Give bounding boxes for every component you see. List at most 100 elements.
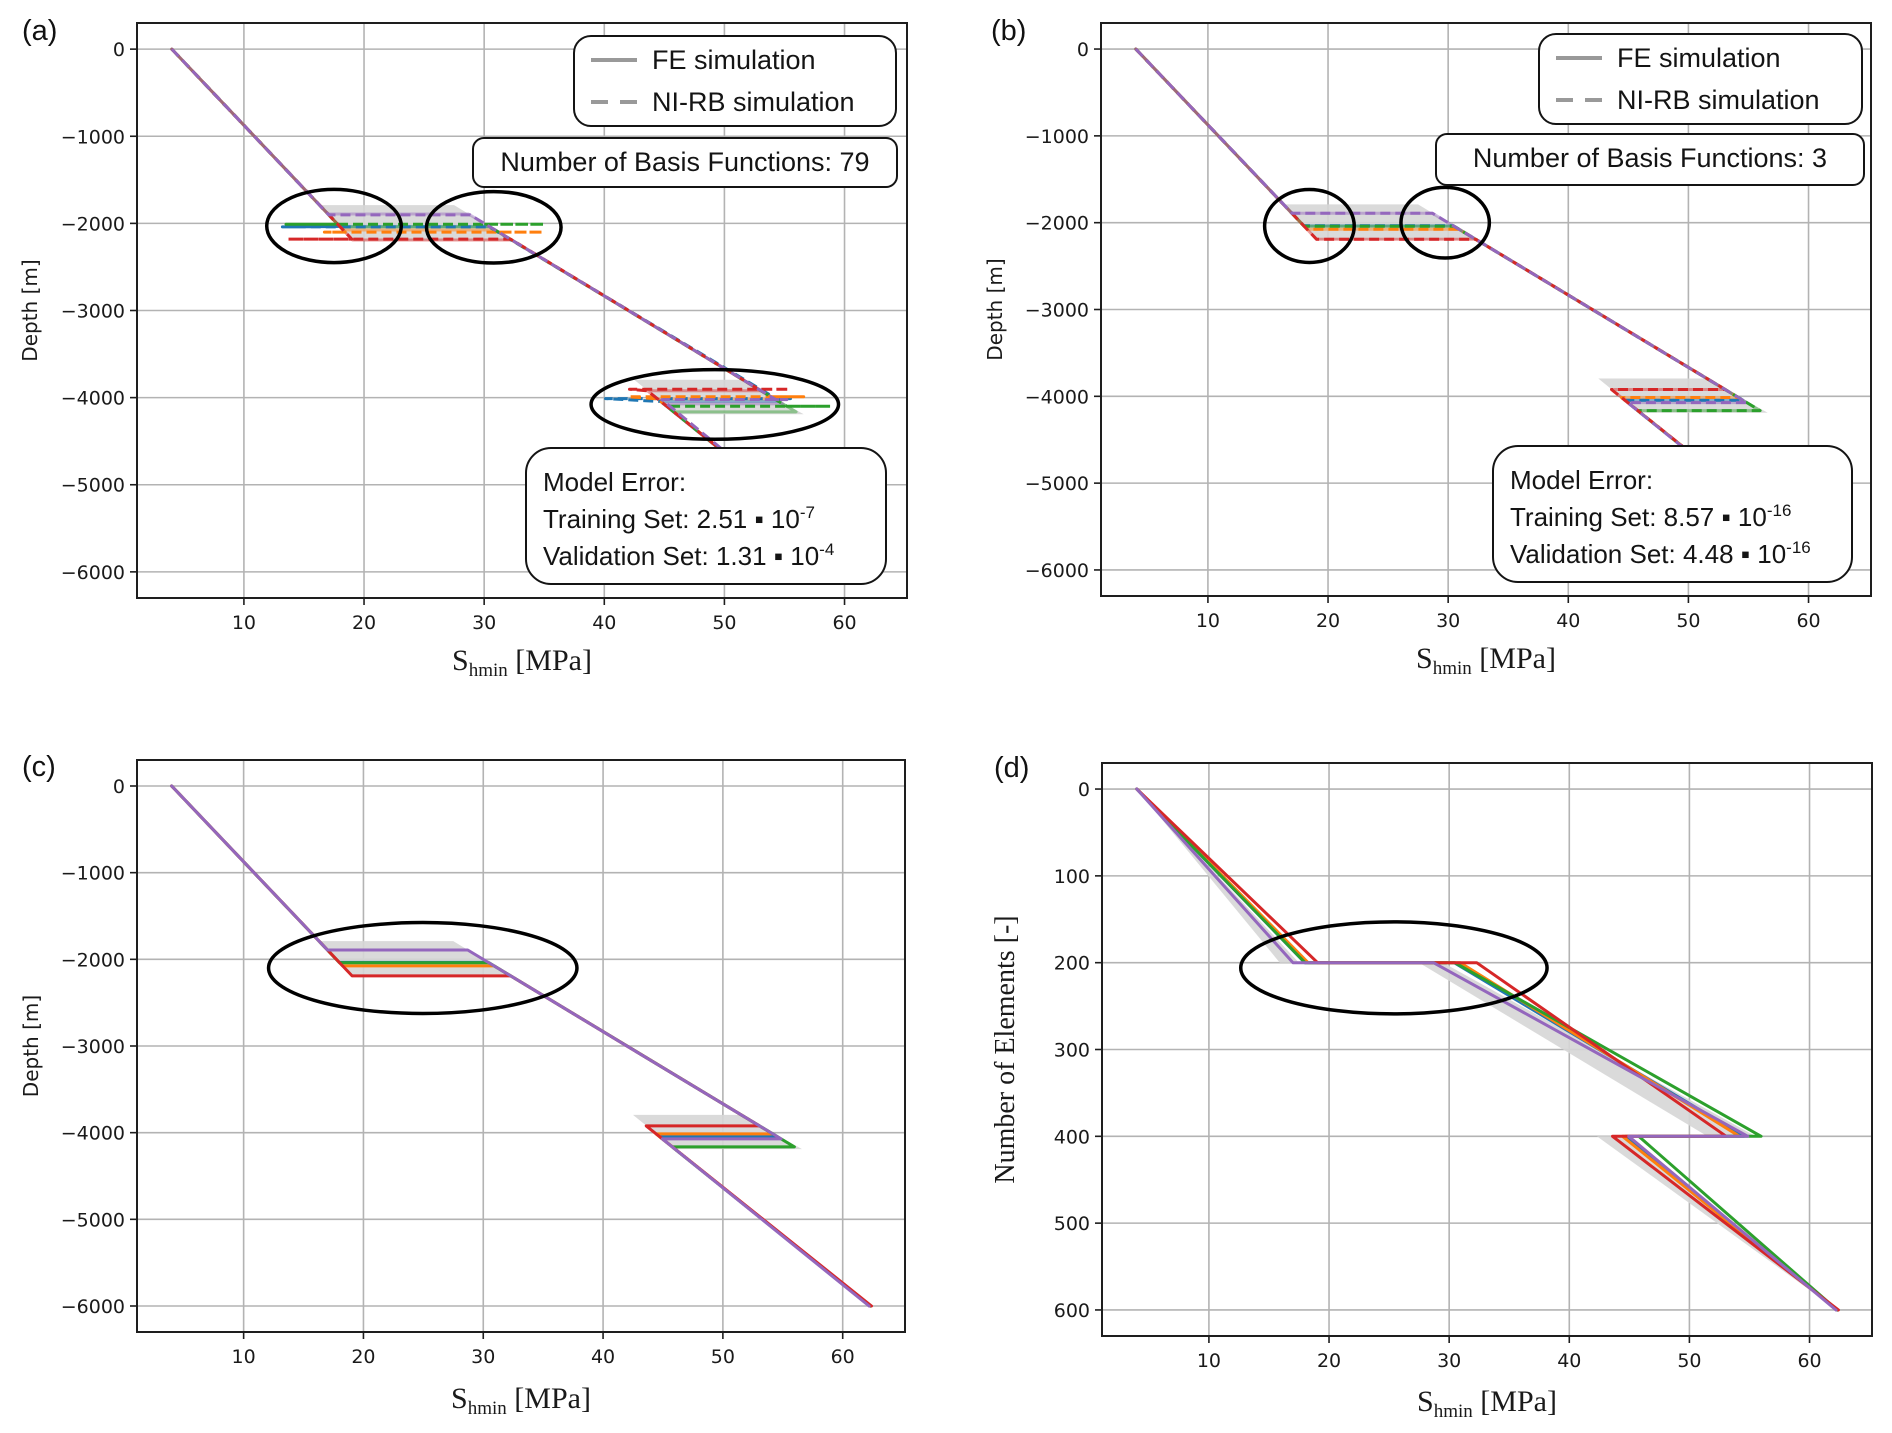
x-tick-label: 50 <box>1676 610 1700 632</box>
x-tick-label: 30 <box>1436 610 1460 632</box>
highlight-ellipse <box>1262 187 1356 265</box>
x-tick-label: 10 <box>1197 1350 1221 1372</box>
x-tick-label: 60 <box>1797 1350 1821 1372</box>
y-tick-label: −5000 <box>61 1209 125 1231</box>
model-error-box-a: Model Error: Training Set: 2.51 ▪ 10-7 V… <box>525 447 887 585</box>
basis-functions-box-b: Number of Basis Functions: 3 <box>1435 133 1865 186</box>
legend-label: FE simulation <box>652 44 816 75</box>
validation-set-error-text: Validation Set: 1.31 ▪ 10 <box>543 541 820 571</box>
shaded-range-region <box>1136 789 1299 963</box>
highlight-ellipse <box>424 189 563 265</box>
y-tick-label: −3000 <box>1025 300 1089 322</box>
shaded-range-region <box>1598 378 1768 413</box>
x-axis-label-subscript: hmin <box>1433 658 1473 679</box>
validation-set-error: Validation Set: 4.48 ▪ 10-16 <box>1510 536 1851 573</box>
x-axis-label-symbol: S <box>1417 1385 1434 1418</box>
legend-label: NI-RB simulation <box>1617 84 1820 115</box>
y-tick-label: 0 <box>113 776 125 798</box>
x-axis-label-subscript: hmin <box>469 660 509 681</box>
x-axis-label: Shmin [MPa] <box>1416 642 1556 679</box>
x-axis-label-symbol: S <box>452 644 469 677</box>
x-tick-label: 20 <box>352 612 376 634</box>
plot-area <box>170 47 875 574</box>
x-tick-label: 50 <box>1677 1350 1701 1372</box>
x-axis-label: Shmin [MPa] <box>451 1382 591 1419</box>
y-tick-label: −1000 <box>61 126 125 148</box>
panel-label-b: (b) <box>991 15 1027 47</box>
training-set-error-text: Training Set: 8.57 ▪ 10 <box>1510 502 1767 532</box>
y-tick-label: 500 <box>1054 1213 1090 1235</box>
y-tick-label: −2000 <box>1025 213 1089 235</box>
dashed-line-swatch-icon <box>1556 98 1602 102</box>
solid-line-swatch-icon <box>591 58 637 62</box>
y-tick-label: −3000 <box>61 1036 125 1058</box>
y-tick-label: −6000 <box>61 562 125 584</box>
legend-entry-nirb: NI-RB simulation <box>575 85 855 119</box>
x-tick-label: 60 <box>1796 610 1820 632</box>
x-axis-label-unit: [MPa] <box>507 1382 591 1415</box>
model-error-title: Model Error: <box>543 467 687 497</box>
x-tick-label: 10 <box>1196 610 1220 632</box>
y-tick-label: −4000 <box>1025 386 1089 408</box>
x-tick-label: 10 <box>232 612 256 634</box>
y-tick-label: −3000 <box>61 301 125 323</box>
solid-line-swatch-icon <box>1556 56 1602 60</box>
x-tick-label: 30 <box>472 612 496 634</box>
x-tick-label: 30 <box>1437 1350 1461 1372</box>
y-tick-label: 600 <box>1054 1300 1090 1322</box>
training-set-error: Training Set: 2.51 ▪ 10-7 <box>543 501 885 538</box>
model-error-box-b: Model Error: Training Set: 8.57 ▪ 10-16 … <box>1492 445 1853 583</box>
y-tick-label: −6000 <box>1025 560 1089 582</box>
y-tick-label: 0 <box>113 39 125 61</box>
x-axis-label-subscript: hmin <box>468 1398 508 1419</box>
x-tick-label: 30 <box>471 1346 495 1368</box>
y-tick-label: 200 <box>1054 953 1090 975</box>
legend-entry-fe: FE simulation <box>1540 41 1781 75</box>
training-set-error: Training Set: 8.57 ▪ 10-16 <box>1510 499 1851 536</box>
nirb-series-line <box>1134 47 1836 572</box>
fe-series-line <box>170 784 871 1308</box>
highlight-ellipse <box>589 367 841 442</box>
highlight-ellipse <box>264 187 404 265</box>
shaded-range-region <box>633 1114 802 1150</box>
y-tick-label: 300 <box>1054 1040 1090 1062</box>
x-axis-label-symbol: S <box>1416 642 1433 675</box>
x-tick-label: 60 <box>831 1346 855 1368</box>
x-tick-label: 10 <box>232 1346 256 1368</box>
legend-a: FE simulation NI-RB simulation <box>573 35 897 127</box>
legend-label: FE simulation <box>1617 42 1781 73</box>
legend-entry-fe: FE simulation <box>575 43 816 77</box>
shaded-range-region <box>1596 1136 1838 1310</box>
panel-b: 10 20 30 40 50 60 0 −1000 −2000 −3000 −4000 −5000 −6… <box>983 22 1872 679</box>
panel-label-d: (d) <box>994 752 1030 784</box>
nirb-series-line <box>170 48 872 574</box>
training-set-error-exponent: -7 <box>799 503 815 522</box>
fe-series-line <box>1135 787 1838 1312</box>
legend-label: NI-RB simulation <box>652 86 855 117</box>
y-tick-label: −5000 <box>61 475 125 497</box>
model-error-title: Model Error: <box>1510 465 1654 495</box>
x-axis-label-unit: [MPa] <box>508 644 592 677</box>
y-axis-label: Depth [m] <box>19 995 43 1097</box>
x-tick-label: 50 <box>712 612 736 634</box>
panel-label-a: (a) <box>22 15 58 47</box>
x-tick-label: 20 <box>351 1346 375 1368</box>
y-tick-label: 100 <box>1054 866 1090 888</box>
validation-set-error-exponent: -4 <box>819 540 835 559</box>
x-tick-label: 20 <box>1317 1350 1341 1372</box>
validation-set-error-text: Validation Set: 4.48 ▪ 10 <box>1510 539 1787 569</box>
panel-label-c: (c) <box>22 751 56 783</box>
y-axis-label: Depth [m] <box>18 259 42 361</box>
y-tick-label: −2000 <box>61 949 125 971</box>
x-tick-label: 40 <box>1556 610 1580 632</box>
x-tick-label: 40 <box>591 1346 615 1368</box>
panel-a: 10 20 30 40 50 60 0 −1000 −2000 −3000 −4000 −5000 −6… <box>18 22 908 681</box>
x-tick-label: 40 <box>1557 1350 1581 1372</box>
legend-entry-nirb: NI-RB simulation <box>1540 83 1820 117</box>
dashed-line-swatch-icon <box>591 100 637 104</box>
x-tick-label: 20 <box>1316 610 1340 632</box>
y-tick-label: 400 <box>1054 1126 1090 1148</box>
